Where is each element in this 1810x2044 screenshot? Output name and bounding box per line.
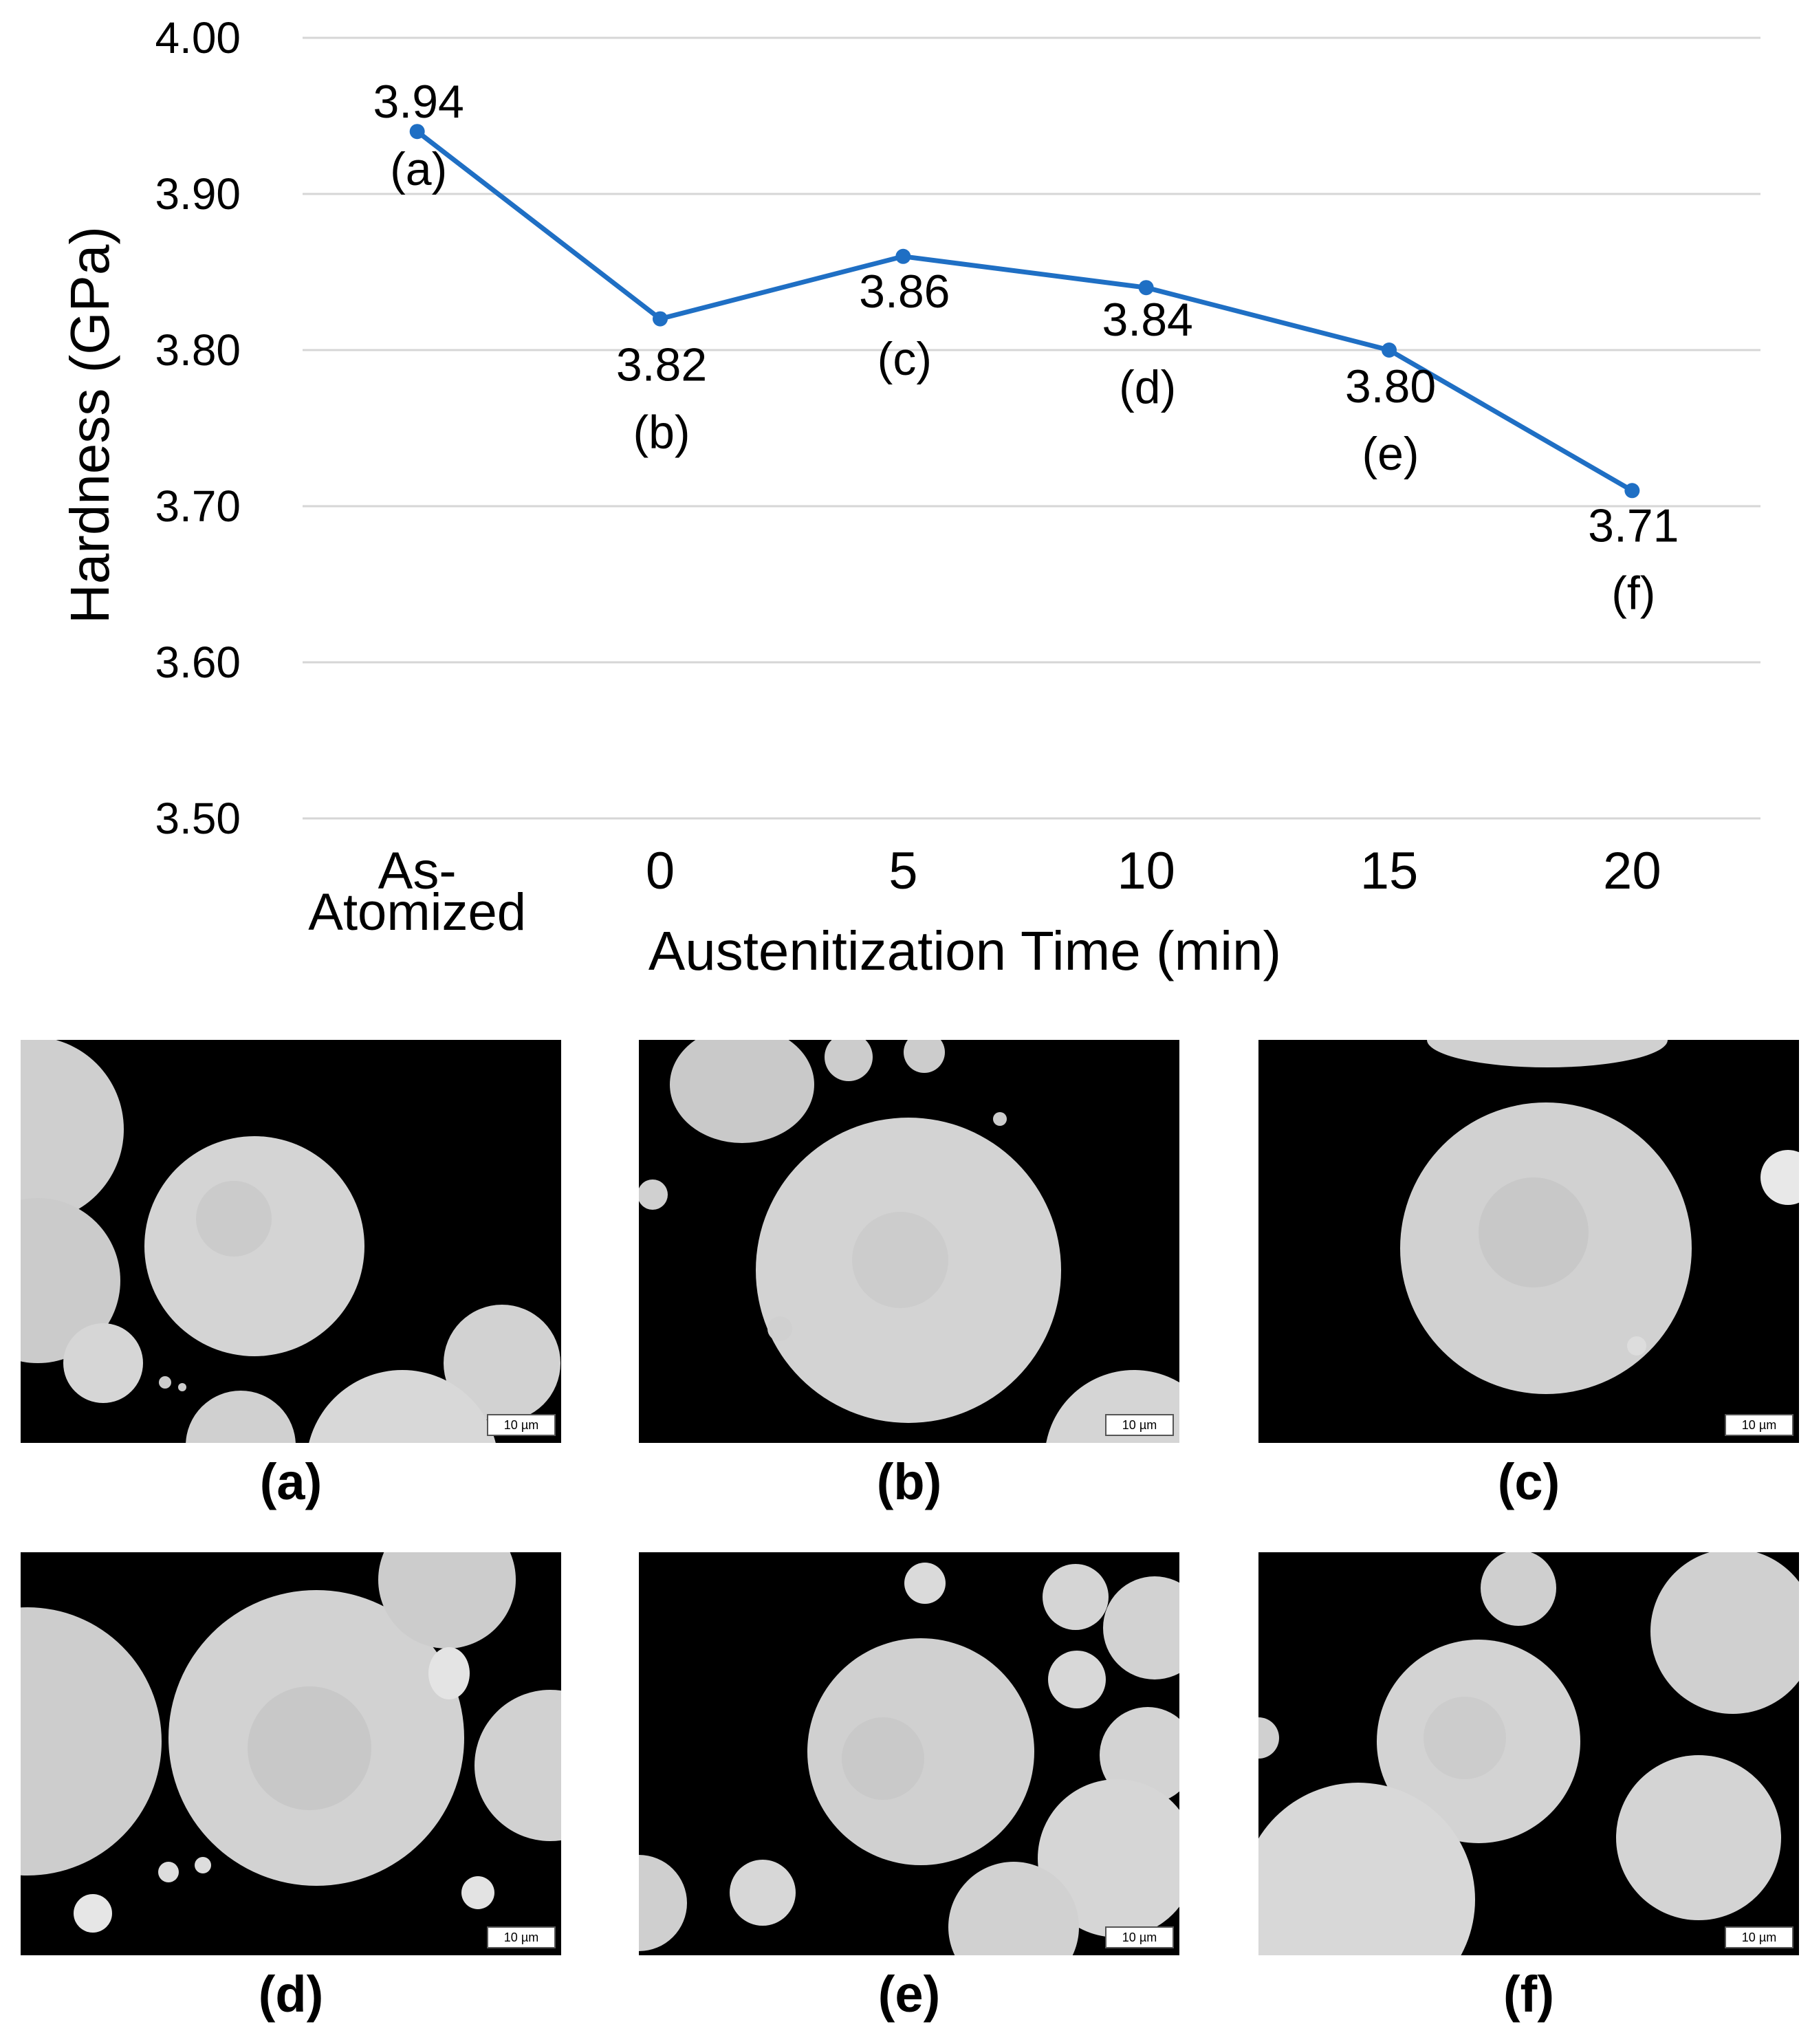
scale-bar: 10 µm — [1725, 1414, 1793, 1436]
data-value-label: 3.86 — [859, 265, 950, 318]
micrograph-a: 10 µm — [21, 1040, 561, 1443]
x-tick-label: As- — [378, 842, 457, 900]
scale-bar: 10 µm — [1725, 1926, 1793, 1948]
data-point — [1382, 343, 1397, 358]
x-tick-label: 20 — [1603, 842, 1661, 900]
micrograph-d: 10 µm — [21, 1552, 561, 1955]
scale-bar: 10 µm — [1105, 1414, 1174, 1436]
data-value-label: 3.71 — [1588, 499, 1679, 552]
y-tick-label: 3.80 — [155, 325, 241, 375]
panel-caption-f: (f) — [1503, 1966, 1554, 2023]
x-axis-title: Austenitization Time (min) — [648, 920, 1281, 981]
x-tick-label: 15 — [1360, 842, 1419, 900]
panel-caption-c: (c) — [1497, 1453, 1560, 1510]
data-points — [409, 124, 1640, 499]
data-point-label: (e) — [1362, 428, 1419, 480]
panel-caption-a: (a) — [259, 1453, 323, 1510]
hardness-chart: 3.50 3.60 3.70 3.80 3.90 4.00 As-Atomized 0 5 10… — [59, 13, 1760, 981]
data-point — [653, 311, 668, 327]
x-tick-label: Atomized — [308, 883, 526, 942]
x-tick-label: 10 — [1117, 842, 1175, 900]
data-point — [1624, 483, 1640, 499]
micrograph-e: 10 µm — [639, 1552, 1179, 1955]
y-tick-label: 3.60 — [155, 638, 241, 687]
data-point-label: (a) — [390, 143, 447, 195]
data-point-label: (d) — [1119, 361, 1176, 413]
data-labels: 3.94 (a) 3.82 (b) 3.86 (c) 3.84 (d) 3.80 (e) 3.71 (… — [373, 76, 1679, 619]
panel-caption-b: (b) — [876, 1453, 942, 1510]
data-value-label: 3.94 — [373, 76, 464, 128]
y-tick-label: 3.70 — [155, 481, 241, 531]
x-tick-label: 5 — [888, 842, 917, 900]
data-point-label: (c) — [877, 333, 932, 385]
panel-caption-e: (e) — [877, 1966, 941, 2023]
data-value-label: 3.82 — [616, 339, 707, 391]
data-point — [895, 248, 911, 264]
y-tick-labels: 3.50 3.60 3.70 3.80 3.90 4.00 — [155, 13, 241, 843]
panel-caption-d: (d) — [258, 1966, 324, 2023]
y-tick-label: 4.00 — [155, 13, 241, 63]
micrograph-b: 10 µm — [639, 1040, 1179, 1443]
data-value-label: 3.84 — [1102, 294, 1192, 346]
scale-bar: 10 µm — [487, 1926, 556, 1948]
data-value-label: 3.80 — [1345, 360, 1436, 413]
scale-bar: 10 µm — [487, 1414, 556, 1436]
micrograph-f: 10 µm — [1258, 1552, 1799, 1955]
y-axis-title: Hardness (GPa) — [59, 226, 120, 624]
x-tick-label: 0 — [646, 842, 675, 900]
y-tick-label: 3.90 — [155, 169, 241, 219]
scale-bar: 10 µm — [1105, 1926, 1174, 1948]
x-tick-labels: As-Atomized 0 5 10 15 20 — [308, 842, 1661, 942]
data-point — [1138, 280, 1154, 296]
data-point-label: (f) — [1611, 567, 1655, 619]
data-point — [409, 124, 425, 140]
y-tick-label: 3.50 — [155, 794, 241, 843]
data-point-label: (b) — [633, 406, 690, 459]
micrograph-c: 10 µm — [1258, 1040, 1799, 1443]
gridlines — [303, 36, 1760, 820]
hardness-series-line — [415, 129, 1634, 493]
